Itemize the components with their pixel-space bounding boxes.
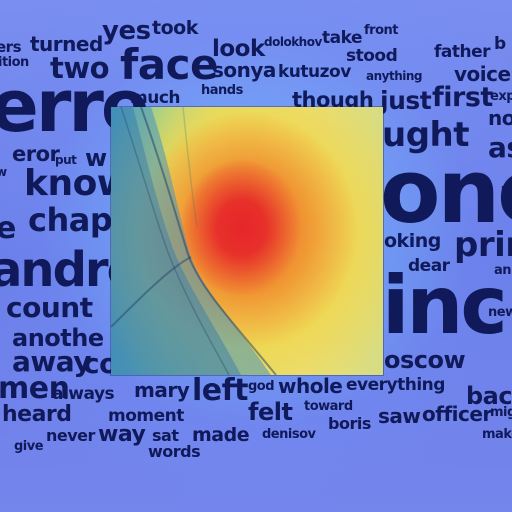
word: anothe bbox=[12, 324, 104, 352]
word: left bbox=[192, 373, 249, 408]
word: stood bbox=[346, 46, 398, 66]
word: inc bbox=[382, 259, 508, 352]
word: ers bbox=[0, 38, 22, 56]
word: away bbox=[12, 345, 92, 378]
word: two bbox=[50, 51, 110, 85]
word: denisov bbox=[262, 427, 316, 442]
word: hands bbox=[201, 83, 243, 98]
word: officer bbox=[422, 402, 492, 426]
word: b bbox=[494, 34, 506, 54]
word: made bbox=[192, 424, 250, 446]
word: kutuzov bbox=[278, 62, 351, 82]
word: oking bbox=[384, 230, 441, 252]
word: dear bbox=[408, 256, 450, 276]
word: count bbox=[6, 291, 93, 324]
word: make bbox=[482, 427, 512, 442]
word: just bbox=[380, 86, 432, 115]
word: everything bbox=[346, 375, 445, 395]
word: oscow bbox=[384, 346, 466, 374]
word: anything bbox=[366, 69, 423, 83]
word: turned bbox=[30, 32, 103, 56]
word: god bbox=[248, 379, 275, 394]
word: heard bbox=[2, 402, 72, 427]
word: e bbox=[0, 211, 16, 246]
word: no bbox=[488, 106, 512, 130]
word: new bbox=[488, 305, 512, 320]
word: whole bbox=[278, 374, 343, 398]
word: words bbox=[148, 442, 201, 461]
word: moment bbox=[108, 406, 184, 426]
word: exp bbox=[490, 89, 512, 104]
word: w bbox=[85, 144, 107, 172]
word: prin bbox=[454, 225, 512, 265]
heatmap-inset-image bbox=[111, 107, 383, 375]
word: much bbox=[130, 88, 181, 108]
word: first bbox=[432, 82, 493, 113]
word: put bbox=[55, 153, 77, 167]
word: sat bbox=[152, 426, 179, 445]
word: felt bbox=[248, 398, 293, 426]
word: yes bbox=[102, 16, 151, 46]
word: chap bbox=[28, 201, 113, 239]
word: front bbox=[364, 23, 398, 38]
word: w bbox=[0, 165, 7, 179]
word: face bbox=[120, 40, 219, 89]
word: voice bbox=[454, 62, 511, 86]
word: an bbox=[494, 263, 512, 278]
fabric-fold-shape bbox=[111, 107, 277, 375]
word: le bbox=[500, 184, 512, 209]
word: way bbox=[98, 422, 146, 447]
word: never bbox=[46, 426, 95, 445]
word: father bbox=[434, 42, 491, 62]
word: mig bbox=[490, 405, 512, 420]
word: give bbox=[14, 439, 44, 454]
word: toward bbox=[304, 399, 353, 414]
word: took bbox=[152, 17, 198, 39]
word: as bbox=[488, 131, 512, 164]
word: men bbox=[0, 371, 70, 406]
word: saw bbox=[378, 404, 421, 428]
word: mary bbox=[134, 378, 190, 402]
word: though bbox=[292, 88, 374, 112]
word: one bbox=[380, 140, 512, 243]
word: always bbox=[52, 384, 115, 404]
word: ught bbox=[382, 115, 470, 155]
word: dolokhov bbox=[264, 35, 322, 49]
word: look bbox=[212, 36, 265, 62]
word: sonya bbox=[212, 58, 276, 82]
word: ition bbox=[0, 55, 29, 70]
word: back bbox=[466, 382, 512, 410]
word: eror bbox=[12, 142, 60, 166]
word: take bbox=[322, 28, 362, 48]
word: boris bbox=[328, 414, 371, 433]
